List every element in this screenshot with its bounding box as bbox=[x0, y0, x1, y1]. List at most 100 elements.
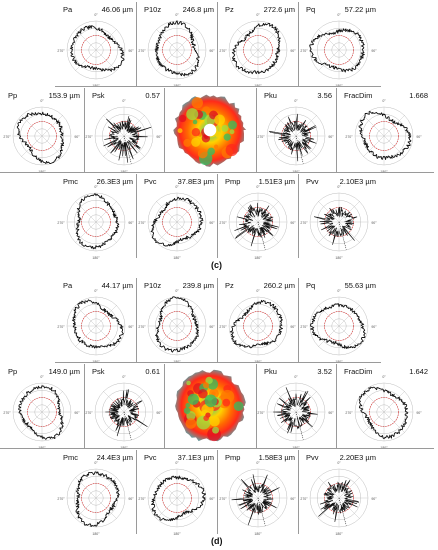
angle-tick-label: 90° bbox=[416, 411, 422, 415]
angle-tick-label: 0° bbox=[94, 13, 98, 17]
parameter-label: Pmc bbox=[63, 453, 78, 462]
grid-spoke bbox=[338, 29, 360, 51]
parameter-label: Pa bbox=[63, 281, 73, 290]
parameter-label: Pku bbox=[264, 91, 277, 100]
profile-trace bbox=[75, 193, 120, 250]
heatmap-patch bbox=[178, 114, 187, 123]
grid-spoke bbox=[75, 305, 97, 327]
polar-chart: 0°90°180°270° bbox=[138, 185, 215, 260]
grid-divider bbox=[84, 364, 85, 448]
polar-plot-pvc: Pvc 37.1E3 µm 0° 90° 180° 270° bbox=[136, 450, 218, 536]
polar-grid: 0°90°180°270° bbox=[300, 185, 377, 260]
polar-chart: 0°90°180°270° bbox=[300, 461, 377, 536]
grid-divider bbox=[136, 2, 137, 86]
grid-spoke bbox=[257, 29, 279, 51]
heatmap-patch bbox=[214, 144, 219, 149]
grid-spoke bbox=[257, 201, 279, 223]
profile-tail bbox=[295, 135, 304, 164]
polar-chart: 0°90°180°270° bbox=[219, 13, 296, 88]
profile-tail bbox=[338, 497, 347, 526]
grid-divider bbox=[298, 174, 299, 258]
parameter-label: Pa bbox=[63, 5, 73, 14]
polar-chart: 0°90°180°270° bbox=[3, 99, 80, 174]
parameter-label: FracDim bbox=[344, 91, 373, 100]
heatmap-patch bbox=[198, 389, 208, 399]
reference-circle bbox=[81, 207, 111, 237]
angle-tick-label: 0° bbox=[94, 289, 98, 293]
heatmap-patch bbox=[225, 143, 238, 157]
angle-tick-label: 270° bbox=[85, 135, 93, 139]
grid-spoke bbox=[123, 115, 145, 137]
polar-plot-pmc: Pmc 24.4E3 µm 0° 90° 180° 270° bbox=[55, 450, 137, 536]
grid-spoke bbox=[103, 391, 125, 413]
heatmap-patch bbox=[185, 402, 191, 408]
parameter-label: P10z bbox=[144, 281, 162, 290]
angle-tick-label: 180° bbox=[173, 532, 181, 536]
polar-grid: 0°90°180°270° bbox=[57, 461, 134, 536]
grid-spoke bbox=[95, 201, 117, 223]
angle-tick-label: 90° bbox=[290, 49, 296, 53]
reference-circle bbox=[369, 121, 399, 151]
angle-tick-label: 90° bbox=[128, 49, 134, 53]
grid-divider bbox=[0, 448, 434, 449]
reference-circle bbox=[324, 483, 354, 513]
grid-spoke bbox=[75, 201, 97, 223]
angle-tick-label: 90° bbox=[128, 325, 134, 329]
angle-tick-label: 270° bbox=[300, 497, 308, 501]
polar-plot-pmp: Pmp 1.58E3 µm 0° 90° 180° 270° bbox=[217, 450, 299, 536]
profile-tail bbox=[295, 411, 304, 440]
panel-caption: (c) bbox=[211, 260, 222, 270]
angle-tick-label: 0° bbox=[40, 375, 44, 379]
profile-tail bbox=[257, 221, 266, 250]
angle-tick-label: 270° bbox=[85, 411, 93, 415]
parameter-value: 26.3E3 µm bbox=[96, 177, 133, 186]
heatmap-patch bbox=[212, 426, 220, 434]
heatmap-patch bbox=[185, 418, 197, 429]
angle-tick-label: 0° bbox=[337, 289, 341, 293]
polar-grid: 0°90°180°270° bbox=[219, 13, 296, 88]
reference-circle bbox=[162, 35, 192, 65]
parameter-label: Psk bbox=[92, 91, 105, 100]
polar-chart: 0°90°180°270° bbox=[219, 461, 296, 536]
reference-circle bbox=[369, 397, 399, 427]
grid-spoke bbox=[156, 477, 178, 499]
angle-tick-label: 270° bbox=[257, 411, 265, 415]
profile-trace bbox=[314, 206, 358, 245]
heatmap-patch bbox=[204, 394, 218, 408]
grid-divider bbox=[217, 450, 218, 534]
polar-chart: 0°90°180°270° bbox=[85, 99, 162, 174]
heatmap-patch bbox=[207, 147, 215, 156]
parameter-label: Pvv bbox=[306, 177, 319, 186]
profile-tail bbox=[123, 411, 132, 440]
parameter-label: Pp bbox=[8, 91, 18, 100]
polar-chart: 0°90°180°270° bbox=[3, 375, 80, 450]
heatmap-patch bbox=[192, 119, 198, 125]
polar-grid: 0°90°180°270° bbox=[300, 461, 377, 536]
polar-chart: 0°90°180°270° bbox=[138, 461, 215, 536]
profile-trace bbox=[155, 296, 200, 353]
angle-tick-label: 90° bbox=[290, 497, 296, 501]
polar-chart: 0°90°180°270° bbox=[219, 185, 296, 260]
grid-divider bbox=[84, 88, 85, 172]
angle-tick-label: 180° bbox=[335, 532, 343, 536]
angle-tick-label: 0° bbox=[256, 289, 260, 293]
angle-tick-label: 270° bbox=[138, 49, 146, 53]
heatmap-patch bbox=[229, 129, 235, 135]
grid-divider bbox=[256, 88, 257, 172]
reference-circle bbox=[27, 397, 57, 427]
parameter-value: 1.58E3 µm bbox=[258, 453, 295, 462]
grid-divider bbox=[136, 450, 137, 534]
polar-chart: 0°90°180°270° bbox=[345, 375, 422, 450]
profile-trace bbox=[16, 111, 65, 165]
heatmap-patch bbox=[187, 393, 199, 405]
reference-circle bbox=[243, 311, 273, 341]
grid-spoke bbox=[41, 115, 63, 137]
profile-trace bbox=[309, 303, 366, 350]
grid-spoke bbox=[363, 391, 385, 413]
